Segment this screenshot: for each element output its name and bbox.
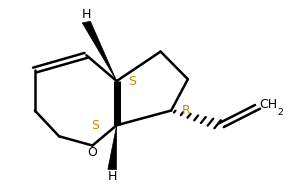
Text: S: S <box>128 75 136 88</box>
Text: H: H <box>82 8 91 21</box>
Text: CH: CH <box>259 98 277 112</box>
Text: R: R <box>182 104 191 117</box>
Text: O: O <box>88 146 97 159</box>
Polygon shape <box>82 21 117 81</box>
Text: H: H <box>108 170 117 183</box>
Polygon shape <box>108 125 117 170</box>
Text: S: S <box>92 119 99 132</box>
Text: 2: 2 <box>277 108 283 117</box>
